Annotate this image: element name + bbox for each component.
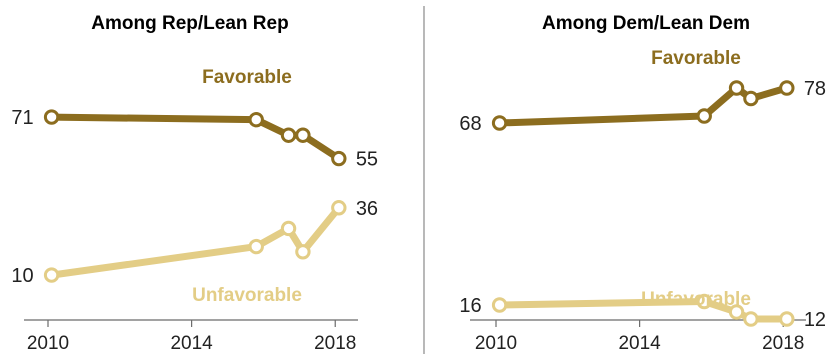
- data-label: 55: [356, 149, 378, 171]
- data-point: [728, 80, 745, 96]
- data-point: [743, 90, 759, 107]
- data-label: 68: [459, 113, 481, 135]
- panel-title: Among Dem/Lean Dem: [542, 13, 750, 34]
- data-point: [43, 109, 60, 125]
- series-favorable: 68 78 Favorable: [459, 48, 826, 135]
- data-point: [491, 297, 508, 313]
- chart-panel-1: Among Rep/Lean Rep 2010 2014 2018 71 55 Favora…: [11, 13, 378, 354]
- series-line: [48, 204, 343, 279]
- data-point: [295, 127, 311, 143]
- chart-panel-2: Among Dem/Lean Dem 2010 2014 2018 68 78 Favora…: [459, 13, 826, 354]
- data-point: [779, 311, 795, 327]
- data-point: [280, 127, 297, 143]
- data-point: [295, 244, 311, 260]
- x-tick-label: 2010: [475, 333, 517, 354]
- data-label: 71: [11, 107, 33, 129]
- data-point: [696, 108, 712, 124]
- series-unfavorable: 10 36 Unfavorable: [11, 198, 378, 306]
- series-label-favorable: Favorable: [202, 67, 292, 88]
- series-label-favorable: Favorable: [651, 48, 741, 69]
- panel-title: Among Rep/Lean Rep: [91, 13, 288, 34]
- data-point: [491, 115, 508, 131]
- data-point: [280, 220, 297, 237]
- data-point: [743, 311, 759, 327]
- data-label: 78: [804, 78, 826, 100]
- series-favorable: 71 55 Favorable: [11, 67, 378, 171]
- data-label: 10: [11, 265, 33, 287]
- x-tick-label: 2010: [27, 333, 69, 354]
- series-label-unfavorable: Unfavorable: [641, 289, 751, 310]
- data-label: 36: [356, 198, 378, 220]
- data-point: [331, 200, 347, 216]
- data-point: [728, 304, 745, 320]
- x-tick-label: 2018: [762, 333, 804, 354]
- data-point: [248, 112, 264, 128]
- series-label-unfavorable: Unfavorable: [192, 285, 302, 306]
- data-point: [696, 293, 712, 310]
- data-point: [331, 150, 347, 167]
- series-unfavorable: 16 12 Unfavorable: [459, 289, 826, 331]
- data-point: [43, 267, 60, 283]
- x-tick-label: 2018: [314, 333, 356, 354]
- x-tick-label: 2014: [618, 333, 661, 354]
- x-tick-label: 2014: [170, 333, 213, 354]
- series-line: [496, 84, 791, 127]
- data-point: [248, 238, 264, 255]
- data-point: [779, 80, 795, 96]
- data-label: 16: [459, 295, 481, 317]
- data-label: 12: [804, 309, 826, 331]
